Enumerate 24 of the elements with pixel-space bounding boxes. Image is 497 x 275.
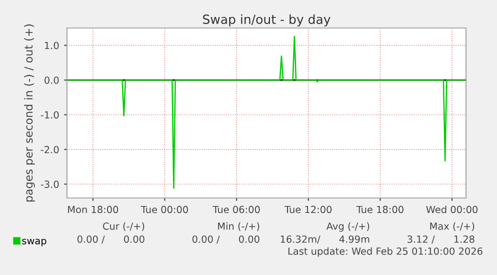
y-axis-title: pages per second in (-) / out (+) — [24, 24, 35, 202]
text: Last update: Wed Feb 25 01:10:00 2026 — [288, 247, 482, 257]
text: 3.12 / 1.28 — [408, 235, 474, 244]
text: Max (-/+) — [430, 222, 474, 231]
y-tick-label: 0.0 — [44, 76, 59, 84]
x-tick-label: Tue 18:00 — [356, 206, 404, 214]
text: 0.00 / 0.00 — [77, 235, 144, 244]
x-tick-label: Tue 06:00 — [212, 206, 260, 214]
x-tick-label: Tue 12:00 — [284, 206, 332, 214]
text: Avg (-/+) — [326, 222, 370, 232]
line-series — [67, 36, 466, 189]
x-tick-label: Wed 00:00 — [426, 206, 478, 214]
legend-label: swap — [22, 238, 46, 246]
text: Cur (-/+) — [102, 222, 144, 231]
y-tick-label: -1.0 — [40, 111, 59, 119]
chart-title: Swap in/out - by day — [203, 14, 330, 26]
x-tick-label: Tue 00:00 — [140, 206, 188, 214]
y-tick-label: -2.0 — [40, 146, 59, 154]
text: 0.00 / 0.00 — [192, 235, 260, 244]
x-tick-label: Mon 18:00 — [68, 206, 118, 214]
y-tick-label: 1.0 — [44, 42, 59, 50]
text: Min (-/+) — [218, 222, 260, 231]
text: 16.32m/ 4.99m — [280, 235, 370, 244]
y-tick-label: -3.0 — [40, 180, 59, 188]
